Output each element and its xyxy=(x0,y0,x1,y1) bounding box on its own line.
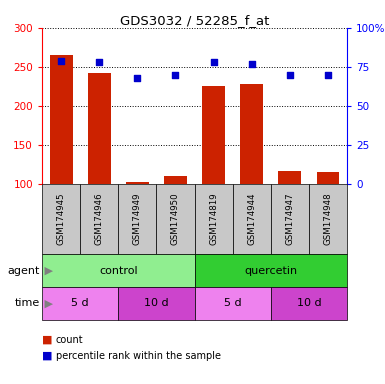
Text: GSM174944: GSM174944 xyxy=(247,193,256,245)
Text: 5 d: 5 d xyxy=(71,298,89,308)
Point xyxy=(96,59,102,65)
Text: ▶: ▶ xyxy=(41,298,53,308)
Text: GSM174950: GSM174950 xyxy=(171,193,180,245)
Bar xyxy=(316,172,339,184)
Text: GSM174947: GSM174947 xyxy=(285,193,294,245)
Text: GSM174945: GSM174945 xyxy=(57,193,65,245)
Point xyxy=(172,72,179,78)
Bar xyxy=(126,182,149,184)
Text: GSM174949: GSM174949 xyxy=(133,193,142,245)
Text: percentile rank within the sample: percentile rank within the sample xyxy=(56,351,221,361)
Point xyxy=(58,58,64,64)
Bar xyxy=(240,84,263,184)
Text: GSM174819: GSM174819 xyxy=(209,193,218,245)
Text: 10 d: 10 d xyxy=(144,298,169,308)
Text: ▶: ▶ xyxy=(41,265,53,275)
Text: GSM174948: GSM174948 xyxy=(323,193,332,245)
Title: GDS3032 / 52285_f_at: GDS3032 / 52285_f_at xyxy=(120,14,269,27)
Text: ■: ■ xyxy=(42,335,52,345)
Bar xyxy=(164,176,187,184)
Point xyxy=(325,72,331,78)
Text: GSM174946: GSM174946 xyxy=(95,193,104,245)
Text: 10 d: 10 d xyxy=(296,298,321,308)
Bar xyxy=(278,171,301,184)
Text: 5 d: 5 d xyxy=(224,298,241,308)
Text: agent: agent xyxy=(8,265,40,275)
Text: time: time xyxy=(15,298,40,308)
Bar xyxy=(50,55,72,184)
Text: quercetin: quercetin xyxy=(244,265,297,275)
Text: count: count xyxy=(56,335,84,345)
Text: ■: ■ xyxy=(42,351,52,361)
Point xyxy=(211,59,217,65)
Point xyxy=(249,61,255,67)
Bar xyxy=(88,73,110,184)
Point xyxy=(287,72,293,78)
Bar xyxy=(202,86,225,184)
Point xyxy=(134,75,141,81)
Text: control: control xyxy=(99,265,137,275)
